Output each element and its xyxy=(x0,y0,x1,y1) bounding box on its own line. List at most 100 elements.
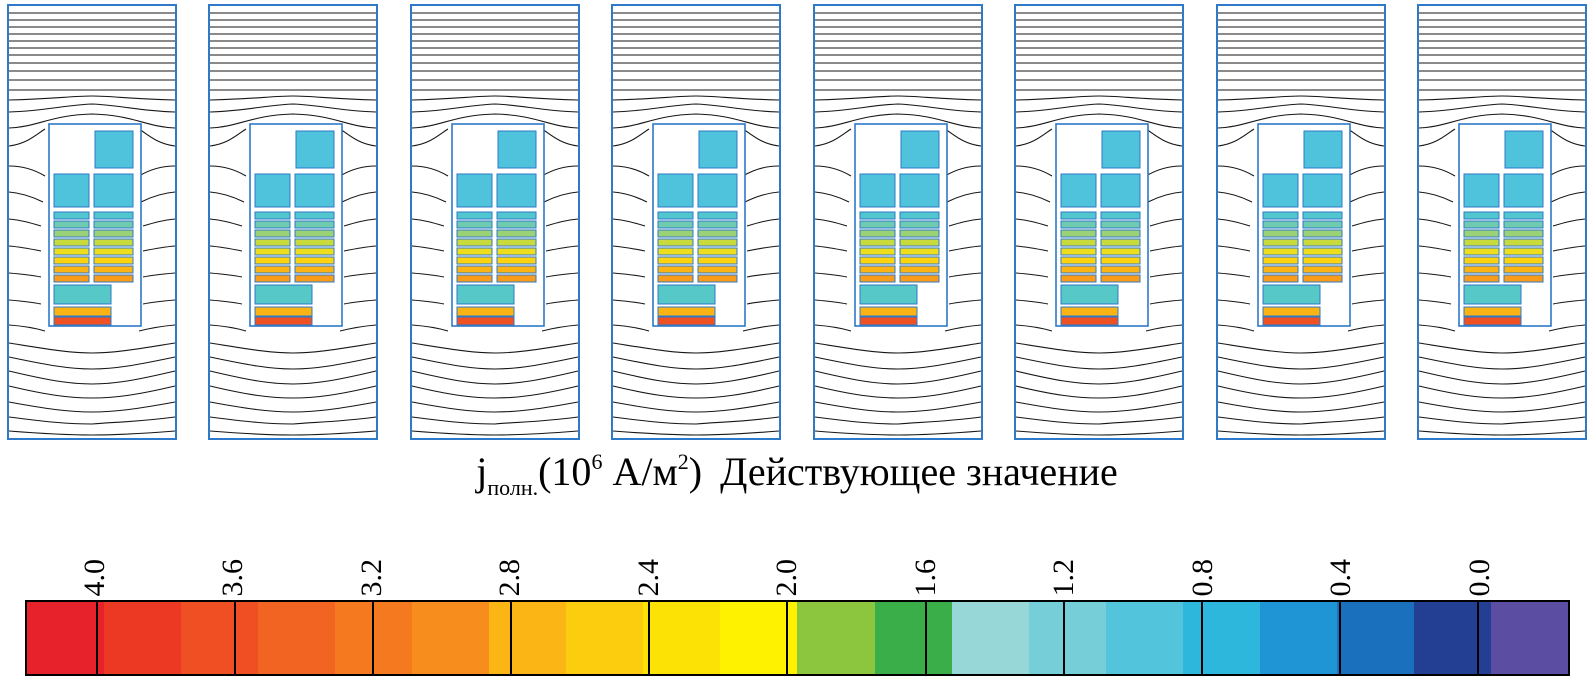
conductor-bar xyxy=(1060,265,1097,274)
conductor-block xyxy=(1463,284,1522,305)
conductor-bar xyxy=(657,211,694,220)
conductor-bar xyxy=(1503,238,1544,247)
conductor-bar xyxy=(1503,274,1544,283)
colorbar-tick-label: 0.4 xyxy=(1324,558,1358,597)
conductor-bar xyxy=(1262,256,1299,265)
colorbar-segment xyxy=(1336,602,1414,674)
conductor-bar xyxy=(657,247,694,256)
conductor-block xyxy=(657,173,694,208)
colorbar-segment xyxy=(258,602,336,674)
conductor-bar xyxy=(1503,256,1544,265)
colorbar-segment xyxy=(797,602,875,674)
conductor-bar xyxy=(1262,274,1299,283)
conductor-bar xyxy=(294,265,335,274)
conductor-bar xyxy=(1302,247,1343,256)
conductor-block xyxy=(456,284,515,305)
conductor-block xyxy=(1504,130,1544,169)
conductor-bar xyxy=(697,238,738,247)
conductor-bar xyxy=(1100,220,1141,229)
conductor-bar xyxy=(53,256,90,265)
conductor-bar xyxy=(1100,229,1141,238)
conductor-block xyxy=(1463,173,1500,208)
conductor-bar xyxy=(899,238,940,247)
field-panel xyxy=(1215,4,1386,440)
colorbar-tick-label: 2.4 xyxy=(632,558,666,597)
conductor-bar xyxy=(496,247,537,256)
conductor-bar xyxy=(1463,229,1500,238)
conductor-bar xyxy=(93,238,134,247)
field-panel xyxy=(611,4,782,440)
conductor-blocks xyxy=(1060,130,1141,326)
panels-row xyxy=(7,4,1587,440)
conductor-bar xyxy=(1100,265,1141,274)
conductor-bar xyxy=(93,229,134,238)
colorbar-tick-line xyxy=(924,602,927,674)
conductor-bar xyxy=(657,274,694,283)
conductor-bar xyxy=(1302,229,1343,238)
conductor-block xyxy=(1302,173,1343,208)
conductor-bar xyxy=(899,211,940,220)
conductor-bar xyxy=(1100,256,1141,265)
colorbar-tick-line xyxy=(1339,602,1342,674)
conductor-bar xyxy=(1100,274,1141,283)
title-close-paren: ) xyxy=(688,449,703,494)
conductor-block xyxy=(1262,173,1299,208)
colorbar-title: jполн.(106 А/м2) Действующее значение xyxy=(0,448,1594,501)
conductor-block xyxy=(1060,284,1119,305)
conductor-block xyxy=(496,173,537,208)
colorbar-tick-line xyxy=(372,602,375,674)
conductor-block xyxy=(53,316,112,326)
conductor-bar xyxy=(496,229,537,238)
flux-contours xyxy=(613,12,780,436)
panel-border xyxy=(7,4,177,440)
colorbar-segment xyxy=(412,602,490,674)
conductor-block xyxy=(254,316,313,326)
colorbar-segment xyxy=(643,602,721,674)
conductor-bar xyxy=(496,211,537,220)
title-subscript: полн. xyxy=(487,475,539,500)
conductor-block xyxy=(295,130,335,169)
conductor-bar xyxy=(456,265,493,274)
conductor-bar xyxy=(254,256,291,265)
panel-border xyxy=(812,4,983,440)
conductor-bar xyxy=(456,256,493,265)
colorbar-tick-label: 0.8 xyxy=(1185,558,1219,597)
conductor-block xyxy=(1303,130,1343,169)
conductor-bar xyxy=(1100,247,1141,256)
conductor-blocks xyxy=(1463,130,1544,326)
conductor-bar xyxy=(496,274,537,283)
conductor-bar xyxy=(859,220,896,229)
panel-border xyxy=(611,4,782,440)
colorbar-tick-line xyxy=(1477,602,1480,674)
conductor-bar xyxy=(294,238,335,247)
colorbar-tick-label: 2.0 xyxy=(770,558,804,597)
conductor-blocks xyxy=(859,130,940,326)
conductor-block xyxy=(657,316,716,326)
colorbar-segment xyxy=(27,602,105,674)
colorbar-segment xyxy=(1182,602,1260,674)
conductor-bar xyxy=(254,265,291,274)
conductor-bar xyxy=(859,265,896,274)
colorbar-tick-line xyxy=(1200,602,1203,674)
conductor-bar xyxy=(899,256,940,265)
conductor-bar xyxy=(859,274,896,283)
conductor-bar xyxy=(53,211,90,220)
conductor-bar xyxy=(294,247,335,256)
conductor-block xyxy=(1262,284,1321,305)
conductor-block xyxy=(657,306,716,317)
conductor-block xyxy=(900,130,940,169)
title-open-paren: (10 xyxy=(538,449,592,494)
flux-contours xyxy=(8,12,176,436)
conductor-block xyxy=(94,130,134,169)
conductor-bar xyxy=(93,220,134,229)
conductor-block xyxy=(456,316,515,326)
conductor-block xyxy=(859,306,918,317)
conductor-bar xyxy=(1463,274,1500,283)
flux-contours xyxy=(411,12,578,436)
conductor-bar xyxy=(1100,211,1141,220)
conductor-bar xyxy=(1503,229,1544,238)
conductor-bar xyxy=(1262,247,1299,256)
conductor-bar xyxy=(1302,274,1343,283)
conductor-block xyxy=(456,306,515,317)
